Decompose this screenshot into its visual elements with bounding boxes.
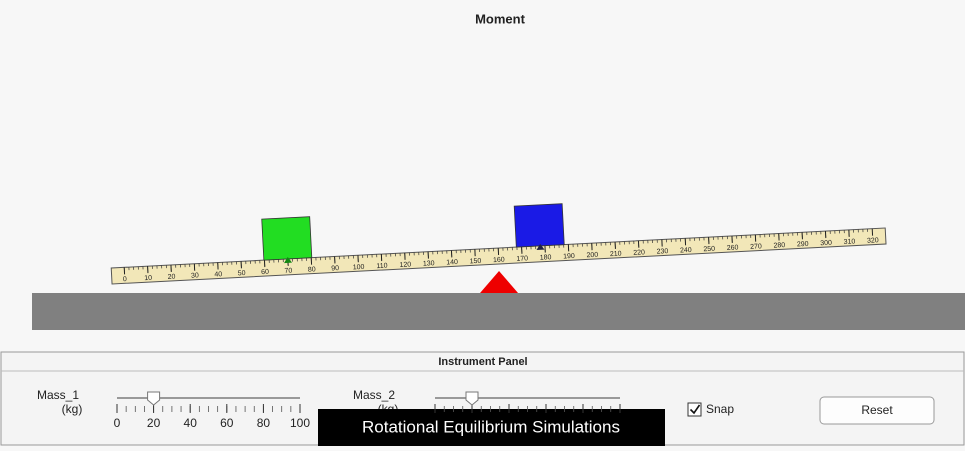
ruler-label: 270 [750,243,762,251]
caption-text: Rotational Equilibrium Simulations [362,417,620,436]
ruler-label: 280 [773,242,785,250]
ruler-label: 30 [191,272,199,279]
mass-1-block [262,217,312,260]
ruler-label: 240 [680,247,692,255]
panel-title: Instrument Panel [438,356,527,368]
mass-2-block [514,204,564,247]
ruler-label: 140 [446,259,458,267]
ruler-label: 120 [399,261,411,269]
slider-tick-label: 100 [290,416,310,430]
ruler-label: 220 [633,249,645,257]
ruler-label: 250 [703,246,715,254]
slider-tick-label: 80 [257,416,271,430]
ruler-label: 210 [610,250,622,258]
ruler-label: 310 [843,238,855,246]
ruler-label: 80 [308,266,316,273]
plot-title: Moment [475,11,526,26]
slider-tick-label: 20 [147,416,161,430]
mass-1-label: Mass_1 [37,388,79,402]
snap-label: Snap [706,402,734,416]
ground [32,293,965,330]
slider-tick-label: 60 [220,416,234,430]
ruler-label: 190 [563,253,575,261]
ruler-label: 300 [820,240,832,248]
ruler-label: 180 [540,254,552,262]
ruler-label: 20 [168,274,176,281]
ruler-label: 150 [469,258,481,266]
ruler-label: 170 [516,255,528,263]
ruler-label: 230 [656,248,668,256]
ruler-label: 40 [214,271,222,278]
ruler-label: 70 [284,268,292,275]
slider-tick-label: 40 [184,416,198,430]
ruler-label: 110 [376,263,388,271]
ruler-label: 60 [261,269,269,276]
ruler-label: 90 [331,265,339,272]
ruler-label: 50 [238,270,246,277]
ruler-label: 10 [144,275,152,282]
reset-label: Reset [861,403,893,417]
ruler-label: 100 [353,264,365,272]
mass-1-unit: (kg) [62,402,83,416]
ruler-label: 160 [493,257,505,265]
ruler-label: 320 [867,237,879,245]
ruler-label: 130 [423,260,435,268]
ruler-label: 200 [586,252,598,260]
ruler-label: 260 [727,244,739,252]
ruler-label: 290 [797,241,809,249]
ruler-label: 0 [123,276,127,283]
mass-2-label: Mass_2 [353,388,395,402]
slider-tick-label: 0 [114,416,121,430]
